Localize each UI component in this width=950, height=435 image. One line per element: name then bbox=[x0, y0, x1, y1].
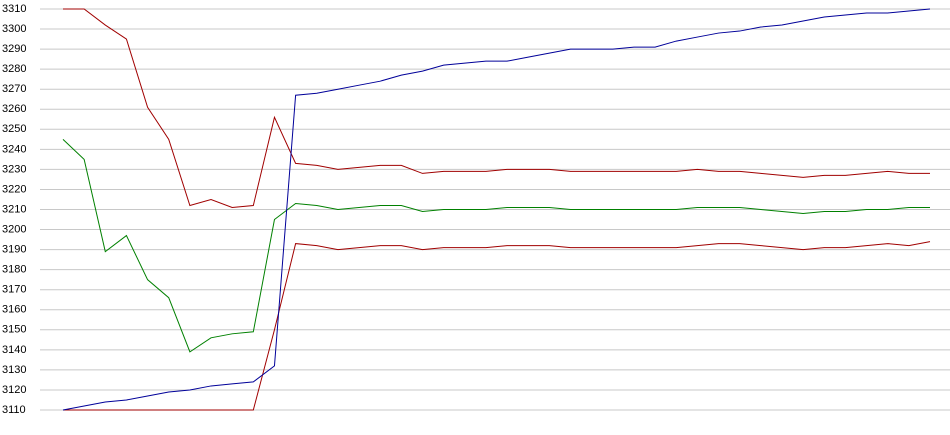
y-tick-label: 3120 bbox=[2, 384, 26, 396]
y-tick-label: 3190 bbox=[2, 244, 26, 256]
y-tick-label: 3280 bbox=[2, 63, 26, 75]
y-tick-label: 3260 bbox=[2, 103, 26, 115]
y-tick-label: 3270 bbox=[2, 83, 26, 95]
y-tick-label: 3310 bbox=[2, 3, 26, 15]
y-tick-label: 3290 bbox=[2, 43, 26, 55]
y-tick-label: 3300 bbox=[2, 23, 26, 35]
series-line bbox=[63, 241, 931, 411]
y-tick-label: 3160 bbox=[2, 304, 26, 316]
y-tick-label: 3240 bbox=[2, 143, 26, 155]
y-tick-label: 3180 bbox=[2, 264, 26, 276]
y-tick-label: 3220 bbox=[2, 183, 26, 195]
y-tick-label: 3210 bbox=[2, 203, 26, 215]
series-line bbox=[63, 8, 930, 209]
y-tick-label: 3200 bbox=[2, 223, 26, 235]
y-tick-label: 3150 bbox=[2, 324, 26, 336]
y-tick-label: 3230 bbox=[2, 163, 26, 175]
y-tick-label: 3140 bbox=[2, 344, 26, 356]
y-tick-label: 3110 bbox=[2, 404, 26, 416]
y-tick-label: 3250 bbox=[2, 123, 26, 135]
series-line bbox=[62, 138, 930, 353]
y-tick-label: 3130 bbox=[2, 364, 26, 376]
y-tick-label: 3170 bbox=[2, 284, 26, 296]
series-line bbox=[62, 8, 931, 411]
